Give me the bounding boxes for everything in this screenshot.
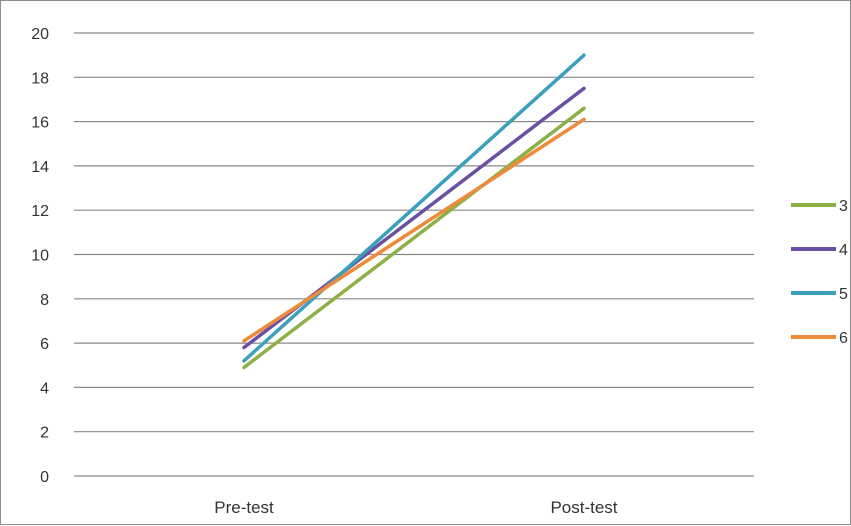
series-line-5 [242,53,586,363]
y-tick-label: 4 [40,380,49,397]
y-axis-tick-labels: 0 2 4 6 8 10 12 14 16 18 20 [31,26,49,486]
x-category-label: Pre-test [214,498,274,517]
gridlines [74,32,754,477]
series-line-6 [242,117,586,343]
series-line-3 [242,106,586,370]
y-tick-label: 6 [40,336,49,353]
y-tick-label: 16 [31,115,49,132]
y-tick-label: 8 [40,292,49,309]
legend-label-6: 6 [839,330,848,347]
x-category-label: Post-test [550,498,617,517]
y-tick-label: 0 [40,469,49,486]
y-tick-label: 10 [31,248,49,265]
y-tick-label: 20 [31,26,49,43]
y-tick-label: 14 [31,159,49,176]
y-tick-label: 18 [31,70,49,87]
series-lines [242,53,586,370]
legend-label-4: 4 [839,242,848,259]
y-tick-label: 12 [31,203,49,220]
y-tick-label: 2 [40,425,49,442]
legend-label-3: 3 [839,198,848,215]
x-axis-category-labels: Pre-test Post-test [214,498,618,517]
legend: 3 4 5 6 [791,198,848,347]
legend-label-5: 5 [839,286,848,303]
